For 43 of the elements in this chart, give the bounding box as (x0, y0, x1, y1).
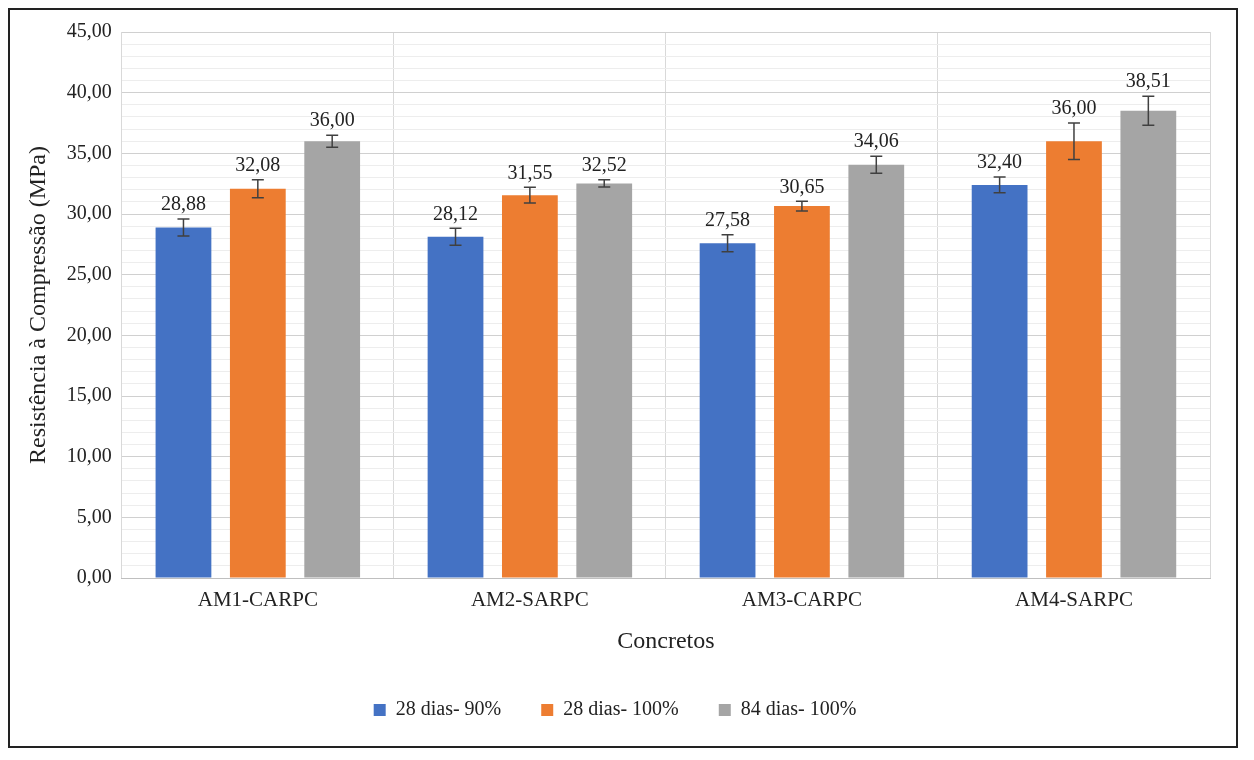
y-tick-label: 10,00 (66, 443, 112, 466)
data-label: 36,00 (1051, 96, 1097, 119)
data-label: 34,06 (853, 129, 899, 152)
bar (576, 183, 633, 578)
bar (848, 164, 905, 578)
bar (774, 206, 830, 578)
y-tick-label: 5,00 (76, 504, 112, 527)
x-axis-title: Concretos (617, 626, 715, 653)
y-axis-title: Resistência à Compressão (MPa) (23, 146, 50, 464)
bar (1120, 110, 1177, 578)
bar (501, 195, 558, 578)
x-tick-label: AM1-CARPC (197, 587, 318, 612)
data-label: 38,51 (1125, 69, 1171, 92)
y-tick-label: 30,00 (66, 201, 112, 224)
y-tick-label: 25,00 (66, 261, 112, 284)
bar (1046, 141, 1102, 578)
x-tick-label: AM3-CARPC (741, 587, 863, 612)
bar (427, 236, 484, 578)
legend-label: 28 dias- 90% (395, 697, 502, 720)
bar (699, 243, 756, 578)
data-label: 27,58 (705, 208, 751, 231)
y-tick-label: 20,00 (66, 322, 112, 345)
data-label: 28,88 (160, 192, 206, 215)
x-tick-label: AM4-SARPC (1015, 587, 1133, 612)
bar (229, 188, 286, 578)
data-label: 31,55 (507, 160, 553, 183)
y-tick-label: 35,00 (66, 140, 112, 163)
y-tick-label: 40,00 (66, 79, 112, 102)
data-label: 32,08 (235, 152, 281, 175)
data-label: 32,52 (581, 153, 627, 176)
legend-label: 28 dias- 100% (563, 697, 679, 720)
y-tick-label: 45,00 (66, 19, 112, 42)
legend-label: 84 dias- 100% (740, 697, 857, 720)
bar (304, 141, 361, 578)
x-tick-label: AM2-SARPC (470, 587, 589, 612)
bar (971, 184, 1028, 578)
data-label: 36,00 (309, 108, 355, 131)
data-label: 32,40 (977, 150, 1023, 173)
data-label: 30,65 (779, 174, 825, 197)
data-label: 28,12 (433, 201, 479, 224)
y-tick-label: 0,00 (76, 565, 112, 588)
y-tick-label: 15,00 (66, 383, 112, 406)
bar (155, 227, 212, 578)
